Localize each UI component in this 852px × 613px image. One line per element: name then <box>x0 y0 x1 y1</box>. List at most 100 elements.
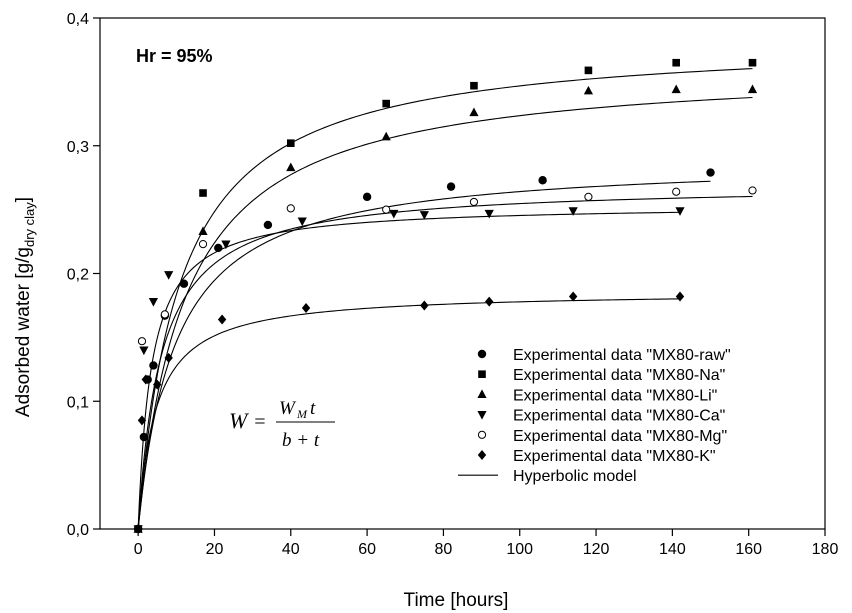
data-point <box>672 187 681 196</box>
series-6 <box>133 291 685 534</box>
formula-num-t: t <box>310 398 316 419</box>
data-point <box>568 207 578 216</box>
legend-label: Experimental data "MX80-Li" <box>513 387 717 404</box>
data-point <box>382 205 391 214</box>
x-tick-label: 140 <box>659 541 686 558</box>
data-point <box>148 298 159 307</box>
data-point <box>470 81 478 90</box>
data-point <box>469 197 479 207</box>
legend-marker <box>477 430 487 439</box>
data-point <box>485 296 494 307</box>
data-point <box>675 291 685 302</box>
data-point <box>221 240 231 250</box>
data-point <box>419 211 429 220</box>
legend-label: Experimental data "MX80-K" <box>513 448 716 465</box>
data-point <box>538 176 547 185</box>
model-curve-6 <box>137 298 681 530</box>
legend-label: Hyperbolic model <box>513 468 637 485</box>
y-axis-title: Adsorbed water [g/gdry clay] <box>13 197 37 417</box>
data-point <box>381 131 391 141</box>
data-point <box>164 352 173 363</box>
legend: Experimental data "MX80-raw" Experimental… <box>458 347 731 485</box>
x-tick-label: 40 <box>282 541 300 558</box>
formula-equals: = <box>253 411 267 433</box>
data-point <box>583 85 594 95</box>
data-point <box>671 84 681 94</box>
x-tick-label: 160 <box>735 541 762 558</box>
data-point <box>149 361 158 370</box>
data-point <box>198 240 208 249</box>
model-curve-5 <box>137 195 753 530</box>
x-tick-label: 180 <box>812 541 839 558</box>
data-point <box>420 300 429 311</box>
plot-frame <box>99 17 826 530</box>
y-tick-label: 0,1 <box>67 394 89 411</box>
data-point <box>672 58 680 67</box>
data-point <box>263 220 273 230</box>
data-point <box>139 432 149 442</box>
formula: W = W M t b + t <box>229 398 335 451</box>
formula-den: b + t <box>282 430 320 451</box>
model-curve-2 <box>137 96 753 530</box>
y-axis-title-main: Adsorbed water [g/g <box>13 247 34 417</box>
data-point <box>584 192 593 201</box>
data-point <box>286 139 295 147</box>
x-axis-title: Time [hours] <box>404 590 509 611</box>
legend-label: Experimental data "MX80-raw" <box>513 347 731 364</box>
model-curve-1 <box>137 68 753 530</box>
data-point <box>286 204 295 213</box>
data-point <box>748 58 757 67</box>
data-point <box>706 168 715 177</box>
data-point <box>484 209 494 219</box>
formula-num-sub: M <box>296 407 308 421</box>
data-point <box>137 415 147 426</box>
data-point <box>286 162 296 172</box>
data-point <box>179 279 189 288</box>
axes: 0 20 40 60 80 100 120 140 160 180 0,0 0,1 0,2 0,3 0,4 <box>67 11 839 558</box>
data-point <box>141 374 150 385</box>
legend-marker <box>478 370 486 378</box>
data-point <box>748 186 757 195</box>
data-point <box>568 291 578 302</box>
series-4 <box>133 207 685 534</box>
formula-lhs: W <box>229 408 249 433</box>
data-point <box>389 209 399 219</box>
data-point <box>214 243 223 253</box>
y-tick-label: 0,3 <box>67 139 89 156</box>
legend-marker <box>477 450 487 460</box>
data-point <box>297 217 307 227</box>
y-axis-title-close: ] <box>13 197 34 202</box>
data-point <box>137 337 147 346</box>
legend-label: Experimental data "MX80-Ca" <box>513 408 725 425</box>
x-tick-label: 60 <box>358 541 376 558</box>
data-point <box>198 226 208 235</box>
legend-label: Experimental data "MX80-Mg" <box>513 428 727 445</box>
x-tick-label: 80 <box>435 541 453 558</box>
y-tick-label: 0,0 <box>67 522 89 539</box>
data-point <box>199 189 207 197</box>
data-point <box>153 379 162 390</box>
data-point <box>164 271 174 280</box>
x-tick-label: 100 <box>506 541 533 558</box>
data-point <box>747 84 758 94</box>
legend-marker <box>477 389 487 398</box>
data-point <box>217 314 227 325</box>
legend-label: Experimental data "MX80-Na" <box>513 367 725 384</box>
data-point <box>301 302 311 313</box>
data-point <box>382 99 390 108</box>
x-tick-label: 0 <box>134 541 143 558</box>
data-point <box>139 346 149 356</box>
series-3 <box>133 84 758 533</box>
legend-marker <box>477 411 487 420</box>
y-axis-title-sub: dry clay <box>22 202 37 247</box>
data-point <box>584 66 593 75</box>
annotation-humidity: Hr = 95% <box>136 46 213 66</box>
y-tick-label: 0,2 <box>67 267 89 284</box>
y-tick-label: 0,4 <box>67 11 89 28</box>
model-curve-4 <box>137 211 681 530</box>
legend-marker <box>477 349 487 359</box>
data-point <box>362 192 372 202</box>
x-tick-label: 120 <box>583 541 610 558</box>
x-tick-label: 20 <box>206 541 224 558</box>
